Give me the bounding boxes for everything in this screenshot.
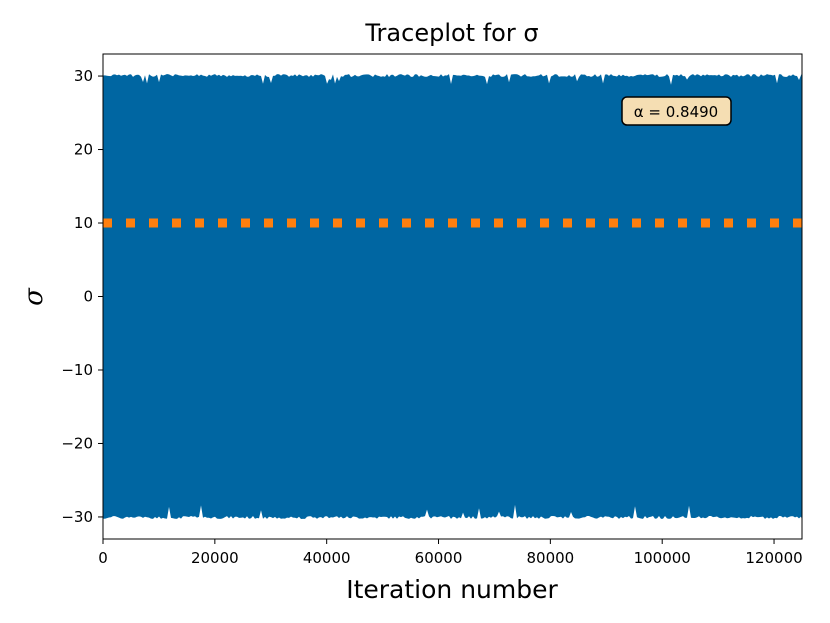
x-tick-label: 100000 bbox=[634, 549, 691, 567]
y-axis-ticks: 30 20 10 0 −10 −20 −30 bbox=[61, 67, 103, 526]
x-tick-label: 120000 bbox=[745, 549, 802, 567]
y-tick-label: 10 bbox=[74, 214, 93, 232]
y-axis-label: σ bbox=[19, 287, 49, 306]
chart-title: Traceplot for σ bbox=[364, 19, 538, 47]
annotation-box bbox=[621, 96, 732, 126]
x-tick-label: 80000 bbox=[527, 549, 575, 567]
y-tick-label: −30 bbox=[61, 508, 93, 526]
annotation-text: α = 0.8490 bbox=[634, 103, 718, 121]
plot-area bbox=[103, 73, 802, 520]
trace-series bbox=[103, 74, 802, 519]
y-tick-label: 20 bbox=[74, 141, 93, 159]
x-axis-label: Iteration number bbox=[346, 575, 558, 604]
acceptance-rate-annotation: α = 0.8490 bbox=[621, 96, 732, 126]
trace-bottom-edge bbox=[103, 504, 802, 520]
x-tick-label: 0 bbox=[98, 549, 108, 567]
y-tick-label: 30 bbox=[74, 67, 93, 85]
x-axis-ticks: 0 20000 40000 60000 80000 100000 120000 bbox=[98, 539, 803, 567]
y-tick-label: −10 bbox=[61, 361, 93, 379]
x-tick-label: 20000 bbox=[191, 549, 239, 567]
y-tick-label: −20 bbox=[61, 434, 93, 452]
y-tick-label: 0 bbox=[83, 288, 93, 306]
x-tick-label: 60000 bbox=[415, 549, 463, 567]
x-tick-label: 40000 bbox=[303, 549, 351, 567]
trace-top-edge bbox=[103, 73, 802, 85]
